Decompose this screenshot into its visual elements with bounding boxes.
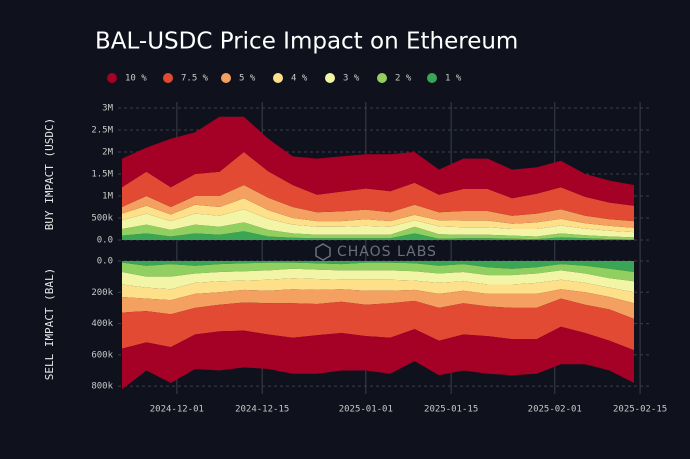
area-band <box>122 222 634 240</box>
area-band <box>122 326 634 390</box>
y-tick-label: 0.0 <box>97 236 113 246</box>
area-band <box>122 298 634 351</box>
area-band <box>122 209 634 238</box>
x-tick-label: 2024-12-01 <box>150 405 204 415</box>
legend-label: 10 % <box>125 74 147 84</box>
y-tick-label: 400k <box>91 319 113 329</box>
x-tick-label: 2025-01-15 <box>424 405 478 415</box>
x-tick-label: 2025-01-01 <box>339 405 393 415</box>
x-tick-label: 2025-02-15 <box>613 405 667 415</box>
legend-label: 7.5 % <box>181 74 209 84</box>
area-band <box>122 262 634 282</box>
legend-swatch <box>325 73 335 83</box>
y-tick-label: 600k <box>91 350 113 360</box>
y-tick-label: 3M <box>102 104 113 114</box>
legend-swatch <box>427 73 437 83</box>
x-tick-label: 2024-12-15 <box>235 405 289 415</box>
area-band <box>122 261 634 272</box>
x-tick-label: 2025-02-01 <box>528 405 582 415</box>
watermark: CHAOS LABS <box>315 243 437 261</box>
area-band <box>122 198 634 233</box>
watermark-logo <box>315 243 331 261</box>
area-band <box>122 152 634 222</box>
legend-label: 1 % <box>445 74 462 84</box>
y-axis-label: SELL IMPACT (BAL) <box>43 268 56 381</box>
legend-label: 2 % <box>395 74 412 84</box>
y-tick-label: 1M <box>102 192 113 202</box>
chart-title: BAL-USDC Price Impact on Ethereum <box>95 29 518 55</box>
y-tick-label: 500k <box>91 214 113 224</box>
y-tick-label: 2M <box>102 148 113 158</box>
legend-label: 5 % <box>239 74 256 84</box>
legend-label: 3 % <box>343 74 360 84</box>
area-band <box>122 231 634 240</box>
area-band <box>122 289 634 319</box>
y-tick-label: 800k <box>91 382 113 392</box>
legend-swatch <box>107 73 117 83</box>
y-axis-label: BUY IMPACT (USDC) <box>43 118 56 231</box>
legend-swatch <box>377 73 387 83</box>
legend-swatch <box>221 73 231 83</box>
legend-swatch <box>163 73 173 83</box>
areas <box>122 116 634 390</box>
y-tick-label: 0.0 <box>97 257 113 267</box>
watermark-text: CHAOS LABS <box>337 244 437 260</box>
legend-swatch <box>273 73 283 83</box>
y-tick-label: 2.5M <box>91 126 113 136</box>
area-band <box>122 185 634 228</box>
legend-label: 4 % <box>291 74 308 84</box>
y-tick-label: 1.5M <box>91 170 113 180</box>
area-band <box>122 268 634 293</box>
y-tick-label: 200k <box>91 288 113 298</box>
area-band <box>122 116 634 206</box>
